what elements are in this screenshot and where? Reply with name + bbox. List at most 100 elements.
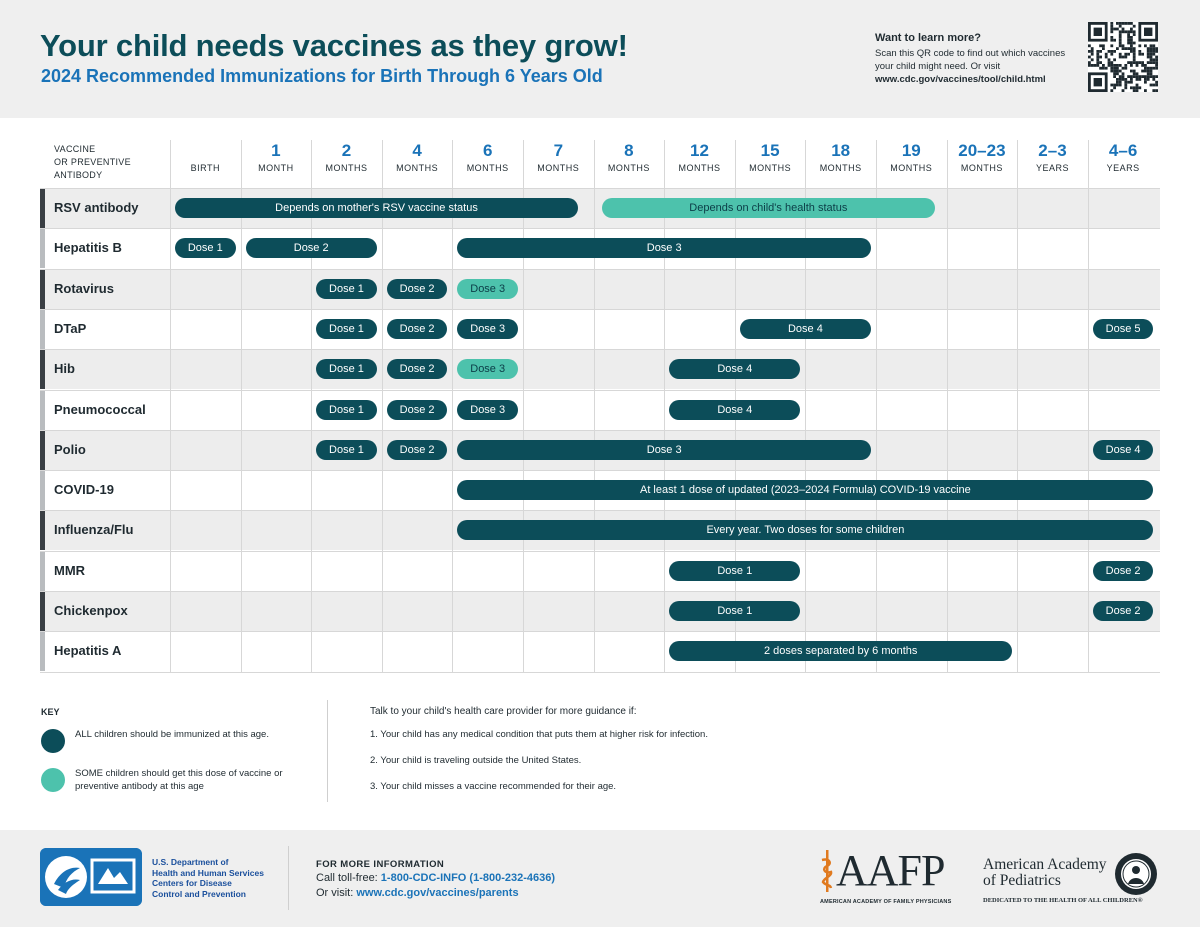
- grid-line: [40, 228, 1160, 230]
- column-header: 4 MONTHS: [382, 140, 453, 186]
- grid-line: [40, 591, 1160, 592]
- dose-pill: Dose 2: [386, 318, 448, 339]
- key-title: KEY: [41, 707, 60, 717]
- column-header-unit: BIRTH: [190, 163, 220, 173]
- vaccine-name: Hepatitis B: [54, 240, 122, 256]
- dose-pill: Dose 1: [669, 560, 801, 581]
- grid-line: [876, 140, 877, 672]
- column-header-age: [170, 140, 241, 162]
- column-header: 20–23 MONTHS: [947, 140, 1018, 186]
- key-all-swatch: [41, 729, 65, 753]
- grid-line: [40, 188, 1160, 189]
- key-divider: [327, 700, 328, 802]
- column-header: 4–6 YEARS: [1088, 140, 1159, 186]
- dose-pill: Dose 1: [316, 318, 377, 339]
- column-header-age: 1: [271, 141, 281, 160]
- row-marker: [40, 389, 45, 430]
- column-header: BIRTH: [170, 140, 241, 186]
- table-row: Hepatitis A: [40, 631, 1160, 672]
- grid-line: [40, 550, 1160, 552]
- column-header: 19 MONTHS: [876, 140, 947, 186]
- vaccine-name: Polio: [54, 441, 86, 457]
- table-row: MMR: [40, 550, 1160, 591]
- column-header-age: 7: [553, 141, 564, 160]
- grid-line: [40, 510, 1160, 512]
- dose-pill: Dose 1: [316, 399, 377, 420]
- column-header-unit: MONTHS: [960, 163, 1003, 173]
- row-marker: [40, 268, 45, 309]
- table-row: Hib: [40, 349, 1160, 390]
- dose-pill: Dose 4: [1092, 439, 1154, 460]
- vaccine-name: Hib: [54, 361, 75, 377]
- table-row: Chickenpox: [40, 591, 1160, 631]
- table-row: COVID-19: [40, 470, 1160, 511]
- dose-pill: Dose 3: [457, 439, 871, 460]
- aap-seal-icon: [1115, 853, 1157, 895]
- grid-line: [170, 140, 171, 672]
- column-header-age: 8: [624, 141, 634, 160]
- qr-code-icon[interactable]: [1088, 22, 1158, 92]
- column-header-unit: MONTHS: [819, 163, 862, 173]
- learn-more-block: Want to learn more? Scan this QR code to…: [875, 32, 1080, 86]
- dose-pill: Dose 3: [457, 238, 871, 259]
- dose-pill: Dose 4: [669, 399, 801, 420]
- dose-pill: Dose 2: [1092, 601, 1154, 621]
- column-header-age: 4–6: [1108, 141, 1138, 160]
- column-header: 7 MONTHS: [523, 140, 594, 186]
- column-header: 12 MONTHS: [664, 140, 735, 186]
- dose-pill: Dose 2: [1092, 560, 1154, 581]
- row-marker: [40, 470, 45, 511]
- vaccine-name: Influenza/Flu: [54, 522, 134, 538]
- vaccine-name: Rotavirus: [54, 280, 114, 296]
- column-header: 1 MONTH: [241, 140, 312, 186]
- column-header: 15 MONTHS: [735, 140, 806, 186]
- column-header-age: 4: [412, 141, 422, 160]
- vaccine-name: DTaP: [54, 320, 87, 336]
- row-marker: [40, 349, 45, 390]
- column-header-age: 19: [901, 141, 921, 160]
- grid-line: [40, 671, 1160, 673]
- row-marker: [40, 308, 45, 349]
- grid-line: [593, 140, 595, 672]
- aafp-staff-icon: [821, 850, 833, 892]
- grid-line: [946, 140, 948, 672]
- column-header-unit: MONTHS: [537, 163, 580, 173]
- grid-line: [805, 140, 807, 672]
- table-row: Pneumococcal: [40, 389, 1160, 430]
- grid-line: [40, 268, 1160, 270]
- column-header-unit: MONTHS: [749, 163, 792, 173]
- learn-more-link[interactable]: www.cdc.gov/vaccines/tool/child.html: [875, 74, 1046, 85]
- aafp-logo-text: AAFP: [836, 846, 945, 895]
- column-header-unit: MONTHS: [325, 163, 368, 173]
- vaccine-name: Hepatitis A: [54, 643, 122, 659]
- table-row: Rotavirus: [40, 268, 1160, 309]
- dose-pill: Dose 5: [1092, 318, 1154, 339]
- dose-pill: Dose 3: [457, 278, 518, 299]
- visit-line: Or visit: www.cdc.gov/vaccines/parents: [316, 887, 519, 899]
- dose-pill: Dose 2: [386, 278, 448, 299]
- dose-pill: Dose 3: [457, 399, 518, 420]
- guidance-item: 3. Your child misses a vaccine recommend…: [370, 781, 617, 792]
- call-line: Call toll-free: 1-800-CDC-INFO (1-800-23…: [316, 872, 556, 884]
- column-header-age: 18: [831, 141, 851, 160]
- column-header-age: 20–23: [958, 141, 1006, 160]
- vaccine-name: COVID-19: [54, 482, 114, 498]
- grid-line: [1087, 140, 1089, 672]
- grid-line: [311, 140, 313, 672]
- column-header-age: 2–3: [1038, 141, 1067, 160]
- immunization-schedule-table: VACCINE OR PREVENTIVE ANTIBODY BIRTH 1 MON…: [40, 140, 1160, 673]
- dose-pill: Dose 3: [457, 359, 518, 380]
- table-row: DTaP: [40, 308, 1160, 349]
- column-header-unit: MONTH: [258, 163, 294, 173]
- cdc-parents-link[interactable]: www.cdc.gov/vaccines/parents: [356, 887, 519, 899]
- learn-more-heading: Want to learn more?: [875, 32, 981, 44]
- aap-logo-text: American Academy of Pediatrics: [983, 856, 1107, 889]
- grid-line: [381, 140, 383, 672]
- aafp-tagline: AMERICAN ACADEMY OF FAMILY PHYSICIANS: [820, 899, 952, 905]
- phone-link[interactable]: 1-800-CDC-INFO (1-800-232-4636): [380, 872, 556, 884]
- grid-line: [452, 140, 454, 672]
- row-marker: [40, 188, 45, 228]
- grid-line: [40, 631, 1160, 633]
- row-marker: [40, 591, 45, 631]
- column-header-age: 2: [341, 141, 352, 160]
